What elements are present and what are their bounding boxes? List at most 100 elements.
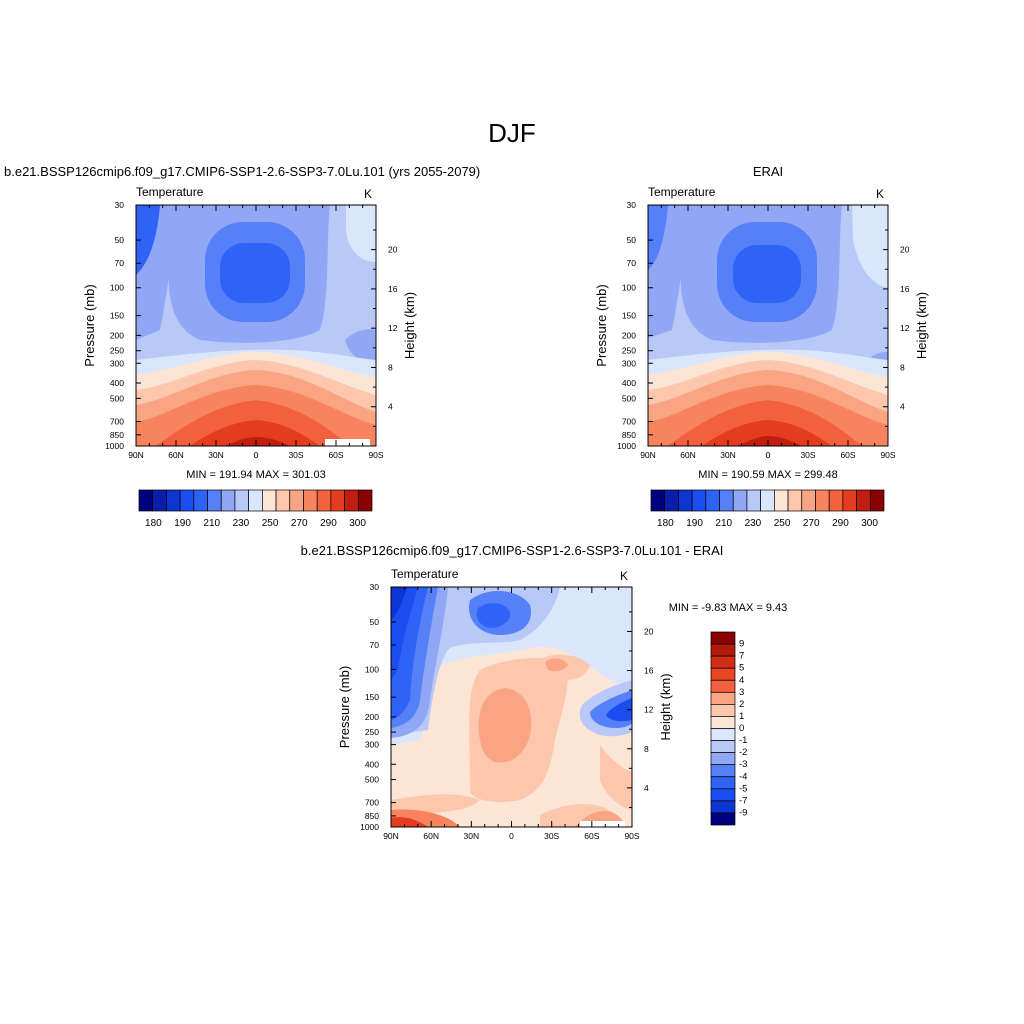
panel-3-colorbar-label: -2 bbox=[739, 747, 747, 758]
panel-2-colorbar-swatch bbox=[842, 489, 857, 512]
panel-2-colorbar-swatch bbox=[732, 489, 748, 512]
panel-1-y-tick-label: 50 bbox=[115, 235, 125, 245]
panel-3-y2-tick-label: 16 bbox=[644, 666, 654, 676]
panel-3-title: b.e21.BSSP126cmip6.f09_g17.CMIP6-SSP1-2.… bbox=[300, 543, 724, 558]
panel-3-y-tick-label: 100 bbox=[365, 664, 379, 674]
panel-3-colorbar-label: -4 bbox=[739, 771, 747, 782]
figure-title: DJF bbox=[488, 118, 536, 148]
panel-1-y2-tick-label: 16 bbox=[388, 284, 398, 294]
panel-3-colorbar-label: -5 bbox=[739, 783, 747, 794]
panel-2-colorbar-swatch bbox=[774, 489, 789, 512]
panel-3-y-tick-label: 850 bbox=[365, 811, 379, 821]
panel-1-colorbar-label: 290 bbox=[320, 518, 337, 529]
panel-2-y-tick-label: 200 bbox=[622, 330, 636, 340]
panel-1-x-tick-label: 60S bbox=[328, 450, 343, 460]
panel-3-colorbar-swatch bbox=[710, 667, 736, 681]
panel-2-y-axis-title: Pressure (mb) bbox=[594, 284, 609, 366]
panel-1-colorbar-label: 190 bbox=[174, 518, 191, 529]
panel-3-y-tick-label: 1000 bbox=[360, 822, 379, 832]
panel-3-colorbar-label: -3 bbox=[739, 759, 747, 770]
panel-3-y-tick-label: 70 bbox=[370, 640, 380, 650]
panel-2-colorbar-swatch bbox=[691, 489, 707, 512]
panel-1-colorbar-swatch bbox=[234, 489, 249, 512]
panel-1-y-tick-label: 300 bbox=[110, 358, 124, 368]
panel-2-stats: MIN = 190.59 MAX = 299.48 bbox=[698, 469, 837, 481]
panel-1-colorbar-label: 210 bbox=[203, 518, 220, 529]
panel-2-y2-tick-label: 16 bbox=[900, 284, 910, 294]
panel-2-y-tick-label: 250 bbox=[622, 346, 636, 356]
panel-2-y-tick-label: 850 bbox=[622, 430, 636, 440]
panel-1-y-axis-title: Pressure (mb) bbox=[82, 284, 97, 366]
panel-1-y-tick-label: 850 bbox=[110, 430, 124, 440]
panel-1-y-tick-label: 700 bbox=[110, 416, 124, 426]
panel-1-x-tick-label: 0 bbox=[254, 450, 259, 460]
panel-2-colorbar-swatch bbox=[828, 489, 844, 512]
panel-3-colorbar-swatch bbox=[710, 740, 736, 753]
panel-1-y-tick-label: 150 bbox=[110, 311, 124, 321]
panel-3-y2-axis-title: Height (km) bbox=[658, 673, 673, 740]
panel-2-colorbar-label: 270 bbox=[803, 518, 820, 529]
panel-3-colorbar-label: 7 bbox=[739, 651, 744, 662]
panel-3-y-tick-label: 500 bbox=[365, 775, 379, 785]
panel-3-colorbar-label: 2 bbox=[739, 699, 744, 710]
panel-3-colorbar-label: 0 bbox=[739, 723, 744, 734]
panel-3-y-tick-label: 400 bbox=[365, 759, 379, 769]
panel-1-colorbar-label: 270 bbox=[291, 518, 308, 529]
panel-3-colorbar-swatch bbox=[710, 764, 736, 778]
panel-3-x-tick-label: 60S bbox=[584, 831, 599, 841]
panel-2-y2-tick-label: 12 bbox=[900, 323, 910, 333]
panel-3-variable-label: Temperature bbox=[391, 567, 459, 581]
panel-3-colorbar-label: -7 bbox=[739, 795, 747, 806]
panel-1-y-tick-label: 400 bbox=[110, 378, 124, 388]
panel-1-colorbar-label: 230 bbox=[233, 518, 250, 529]
panel-3-colorbar-swatch bbox=[710, 655, 736, 669]
panel-3-x-tick-label: 90N bbox=[383, 831, 399, 841]
panel-1-y-tick-label: 70 bbox=[115, 258, 125, 268]
panel-1-colorbar-swatch bbox=[166, 489, 181, 512]
panel-3-y-tick-label: 200 bbox=[365, 712, 379, 722]
panel-1-y2-tick-label: 12 bbox=[388, 323, 398, 333]
panel-3-colorbar-swatch bbox=[710, 631, 736, 645]
panel-3-y2-tick-label: 20 bbox=[644, 626, 654, 636]
panel-3-units-label: K bbox=[620, 569, 628, 583]
panel-2-colorbar-swatch bbox=[787, 489, 803, 512]
panel-3-colorbar-swatch bbox=[710, 776, 736, 790]
panel-2-colorbar-swatch bbox=[760, 489, 775, 512]
panel-1-x-tick-label: 90S bbox=[368, 450, 383, 460]
panel-3-colorbar-label: 1 bbox=[739, 711, 744, 722]
panel-2-colorbar-swatch bbox=[746, 489, 761, 512]
panel-2-colorbar-label: 300 bbox=[861, 518, 878, 529]
panel-2-x-tick-label: 90N bbox=[640, 450, 656, 460]
panel-1-colorbar-swatch bbox=[357, 489, 373, 512]
panel-1-colorbar-swatch bbox=[330, 489, 345, 512]
panel-3-colorbar-label: 5 bbox=[739, 663, 744, 674]
panel-3-axes: Temperature K 90N 60N 30N 0 30S 60S 90S 30 50 70 100… bbox=[337, 567, 673, 841]
panel-1-axes: Temperature K 90N 60N 30N 0 30S 60S 90S 30 50 70 100… bbox=[82, 185, 417, 460]
panel-1-x-tick-label: 90N bbox=[128, 450, 144, 460]
panel-3-y2-tick-label: 12 bbox=[644, 705, 654, 715]
panel-3-colorbar-swatch bbox=[710, 643, 736, 657]
panel-3-y-tick-label: 150 bbox=[365, 692, 379, 702]
panel-3-y2-tick-label: 4 bbox=[644, 783, 649, 793]
panel-3-colorbar-swatch bbox=[710, 788, 736, 802]
panel-3-y-tick-label: 50 bbox=[370, 617, 380, 627]
panel-2-colorbar-swatch bbox=[678, 489, 693, 512]
panel-3-x-tick-label: 60N bbox=[423, 831, 439, 841]
panel-2-y-tick-label: 400 bbox=[622, 378, 636, 388]
panel-1-colorbar-swatch bbox=[303, 489, 318, 512]
panel-1-y2-tick-label: 4 bbox=[388, 402, 393, 412]
panel-2-colorbar-swatch bbox=[869, 489, 885, 512]
panel-3-y-tick-label: 700 bbox=[365, 798, 379, 808]
panel-2-y2-axis-title: Height (km) bbox=[914, 292, 929, 359]
panel-1-y-tick-label: 250 bbox=[110, 346, 124, 356]
panel-3-colorbar-label: -9 bbox=[739, 807, 747, 818]
panel-1-colorbar-swatch bbox=[179, 489, 195, 512]
panel-1-units-label: K bbox=[364, 187, 372, 201]
panel-2-x-tick-label: 0 bbox=[766, 450, 771, 460]
panel-3-colorbar-label: 3 bbox=[739, 687, 744, 698]
panel-3-y2-tick-label: 8 bbox=[644, 744, 649, 754]
panel-3-x-tick-label: 30S bbox=[544, 831, 559, 841]
panel-3-y-tick-label: 250 bbox=[365, 727, 379, 737]
